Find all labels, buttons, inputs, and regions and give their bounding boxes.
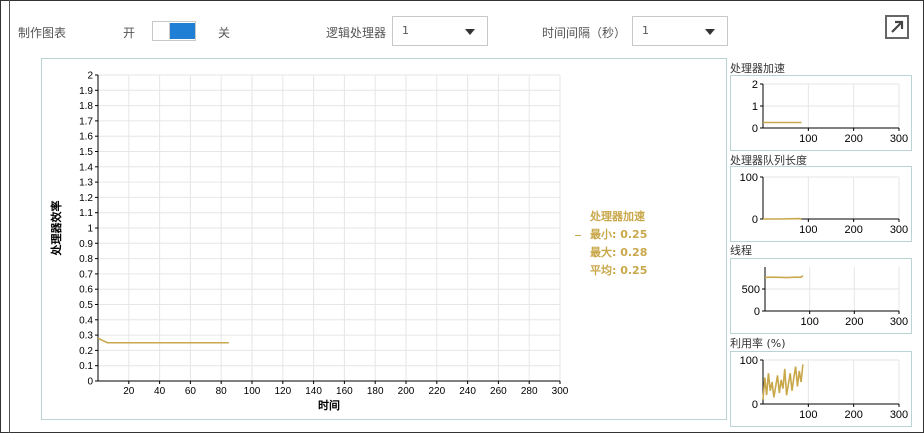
series-line <box>764 275 804 279</box>
series-line <box>97 337 229 344</box>
logical-processor-label: 逻辑处理器 <box>326 26 387 40</box>
x-tick-label: 120 <box>274 386 291 397</box>
x-tick-label: 300 <box>890 224 908 236</box>
mini-chart-queue: 0 100 100 200 300 <box>740 172 909 236</box>
y-tick-label: 1.4 <box>79 162 93 173</box>
logical-processor-select[interactable]: 1 <box>392 16 488 46</box>
legend-avg: 平均: 0.25 <box>590 264 648 277</box>
y-tick-label: 2 <box>87 71 93 82</box>
window-left-border <box>9 0 10 433</box>
y-tick-label: 0.5 <box>79 300 93 311</box>
y-tick-label: 0.6 <box>79 285 93 296</box>
main-chart: 0 0.1 0.2 0.3 0.4 0.5 0.6 0.7 0.8 0.9 1 1.1 1.2 1.3 1.… <box>49 71 569 413</box>
y-tick-label: 0.8 <box>79 254 93 265</box>
x-tick-label: 80 <box>216 386 228 397</box>
x-tick-label: 200 <box>845 316 863 328</box>
expand-arrow-icon <box>891 20 904 33</box>
x-tick-label: 300 <box>552 386 569 397</box>
main-chart-panel: 0 0.1 0.2 0.3 0.4 0.5 0.6 0.7 0.8 0.9 1 1.1 1.2 1.3 1.… <box>41 58 727 420</box>
y-tick-label: 1.9 <box>79 86 93 97</box>
mini-chart-threads: 0 500 100 200 300 <box>742 267 908 328</box>
y-tick-label: 100 <box>740 355 758 367</box>
y-tick-label: 0.7 <box>79 269 93 280</box>
mini-chart-title: 线程 <box>730 244 752 257</box>
mini-chart-utilization: 0 100 100 200 300 <box>740 355 909 421</box>
toggle-fill <box>170 23 195 39</box>
toggle-off-label: 关 <box>218 26 231 40</box>
x-tick-label: 280 <box>521 386 538 397</box>
toggle-on-label: 开 <box>123 26 136 40</box>
y-tick-label: 1.8 <box>79 101 93 112</box>
legend-max: 最大: 0.28 <box>590 246 648 259</box>
x-tick-label: 240 <box>459 386 476 397</box>
y-tick-label: 0 <box>752 123 758 135</box>
y-tick-label: 1.1 <box>79 208 93 219</box>
y-tick-label: 1.7 <box>79 116 93 127</box>
mini-chart-title: 处理器加速 <box>730 62 785 75</box>
y-tick-label: 1.3 <box>79 178 93 189</box>
y-tick-label: 0.9 <box>79 239 93 250</box>
x-tick-label: 100 <box>800 316 818 328</box>
legend-series-name: 处理器加速 <box>590 210 645 223</box>
y-tick-label: 100 <box>740 172 758 184</box>
y-tick-label: 1.6 <box>79 132 93 143</box>
chevron-down-icon <box>705 29 715 35</box>
time-interval-label: 时间间隔（秒） <box>542 26 627 40</box>
x-tick-label: 200 <box>844 224 862 236</box>
logical-processor-value: 1 <box>402 24 409 37</box>
x-tick-label: 60 <box>185 386 197 397</box>
y-tick-label: 0 <box>87 377 93 388</box>
x-tick-label: 100 <box>799 224 817 236</box>
y-tick-label: 2 <box>752 79 758 91</box>
y-tick-label: 500 <box>742 284 760 296</box>
mini-chart-panel-utilization: 0 100 100 200 300 <box>730 351 912 427</box>
make-chart-label: 制作图表 <box>18 26 67 40</box>
x-tick-label: 300 <box>890 409 908 421</box>
chevron-down-icon <box>465 29 475 35</box>
x-tick-label: 100 <box>799 133 817 145</box>
x-tick-label: 260 <box>490 386 507 397</box>
x-tick-label: 300 <box>890 316 908 328</box>
mini-chart-panel-queue: 0 100 100 200 300 <box>730 166 912 242</box>
time-interval-value: 1 <box>642 24 649 37</box>
y-tick-label: 1 <box>752 101 758 113</box>
mini-chart-title: 处理器队列长度 <box>730 154 807 167</box>
y-tick-label: 0.1 <box>79 361 93 372</box>
y-tick-label: 0 <box>752 214 758 226</box>
y-tick-label: 0 <box>752 399 758 411</box>
mini-chart-panel-speedup: 0 1 2 100 200 300 <box>730 75 912 151</box>
y-tick-label: 0 <box>754 306 760 318</box>
x-tick-label: 200 <box>398 386 415 397</box>
x-tick-label: 160 <box>336 386 353 397</box>
mini-chart-panel-threads: 0 500 100 200 300 <box>730 258 912 334</box>
legend-min: 最小: 0.25 <box>590 228 648 241</box>
chart-toggle[interactable] <box>152 21 196 41</box>
y-tick-label: 0.4 <box>79 315 93 326</box>
x-tick-label: 140 <box>305 386 322 397</box>
y-tick-label: 0.3 <box>79 331 93 342</box>
x-tick-label: 300 <box>890 133 908 145</box>
x-tick-label: 180 <box>367 386 384 397</box>
series-line <box>762 364 804 400</box>
x-tick-label: 200 <box>844 409 862 421</box>
x-axis-title: 时间 <box>318 398 340 412</box>
x-tick-label: 40 <box>154 386 166 397</box>
x-tick-label: 20 <box>123 386 135 397</box>
y-tick-label: 1.5 <box>79 147 93 158</box>
mini-chart-speedup: 0 1 2 100 200 300 <box>752 79 908 145</box>
y-axis-title: 处理器效率 <box>49 201 63 257</box>
x-tick-label: 200 <box>844 133 862 145</box>
x-tick-label: 220 <box>428 386 445 397</box>
time-interval-select[interactable]: 1 <box>632 16 728 46</box>
y-tick-label: 1 <box>87 224 93 235</box>
x-tick-label: 100 <box>244 386 261 397</box>
toggle-knob <box>154 23 170 39</box>
legend-marker <box>575 235 581 236</box>
y-tick-label: 1.2 <box>79 193 93 204</box>
x-tick-label: 100 <box>799 409 817 421</box>
y-tick-label: 0.2 <box>79 346 93 357</box>
expand-button[interactable] <box>885 15 909 39</box>
mini-chart-title: 利用率 (%) <box>730 337 786 350</box>
